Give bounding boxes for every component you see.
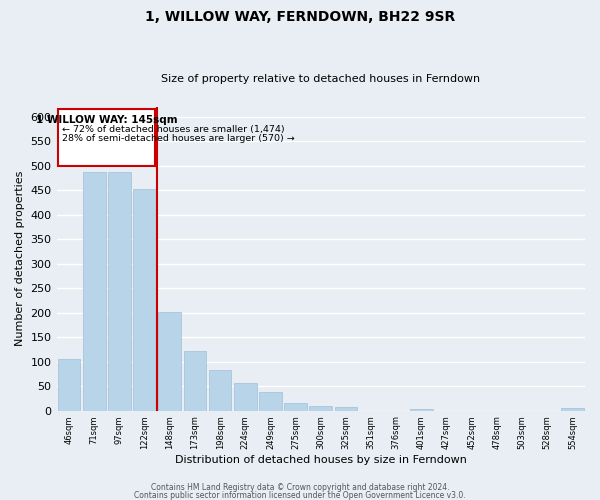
Bar [284,402,307,410]
X-axis label: Distribution of detached houses by size in Ferndown: Distribution of detached houses by size … [175,455,467,465]
Bar [410,409,433,410]
Bar [335,406,357,410]
Bar [209,370,232,410]
Bar [310,406,332,410]
Bar [158,312,181,410]
Title: Size of property relative to detached houses in Ferndown: Size of property relative to detached ho… [161,74,481,84]
Text: 1, WILLOW WAY, FERNDOWN, BH22 9SR: 1, WILLOW WAY, FERNDOWN, BH22 9SR [145,10,455,24]
Text: ← 72% of detached houses are smaller (1,474): ← 72% of detached houses are smaller (1,… [62,125,284,134]
Text: Contains public sector information licensed under the Open Government Licence v3: Contains public sector information licen… [134,490,466,500]
Text: 1 WILLOW WAY: 145sqm: 1 WILLOW WAY: 145sqm [35,116,178,126]
Bar [58,359,80,410]
Bar [234,382,257,410]
Bar [259,392,282,410]
Text: 28% of semi-detached houses are larger (570) →: 28% of semi-detached houses are larger (… [62,134,295,143]
Y-axis label: Number of detached properties: Number of detached properties [15,171,25,346]
Bar [184,352,206,410]
Bar [133,190,156,410]
Bar [561,408,584,410]
Bar [83,172,106,410]
FancyBboxPatch shape [58,110,155,166]
Bar [108,172,131,410]
Text: Contains HM Land Registry data © Crown copyright and database right 2024.: Contains HM Land Registry data © Crown c… [151,484,449,492]
